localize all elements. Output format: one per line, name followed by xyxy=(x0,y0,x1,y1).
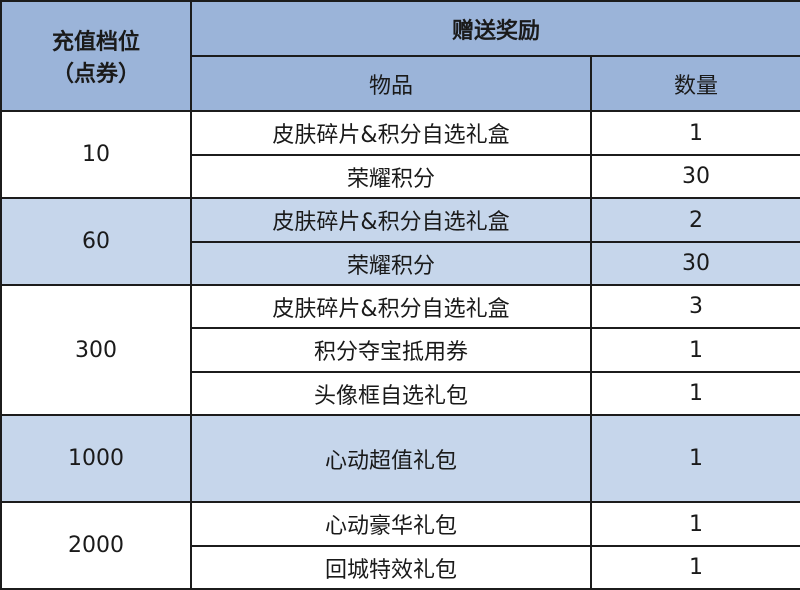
header-row: 充值档位 （点券） 赠送奖励 xyxy=(0,0,800,112)
table-row: 2000 心动豪华礼包 1 xyxy=(0,501,800,590)
tier-amount: 1000 xyxy=(0,414,192,503)
table-row: 10 皮肤碎片&积分自选礼盒 1 xyxy=(0,110,800,199)
item-name: 皮肤碎片&积分自选礼盒 xyxy=(190,110,592,156)
tier-amount: 300 xyxy=(0,284,192,416)
item-qty: 1 xyxy=(589,545,800,590)
subheader-row: 物品 数量 xyxy=(1,55,800,112)
item-qty: 1 xyxy=(589,110,800,156)
tier-header-unit: （点券） xyxy=(51,62,140,87)
table-row: 300 皮肤碎片&积分自选礼盒 3 xyxy=(0,284,800,416)
table-row: 60 皮肤碎片&积分自选礼盒 2 xyxy=(0,197,800,286)
item-name: 心动超值礼包 xyxy=(190,414,592,503)
qty-header: 数量 xyxy=(589,55,800,112)
item-qty: 1 xyxy=(589,414,800,503)
tier-amount: 2000 xyxy=(0,501,192,590)
item-qty: 1 xyxy=(589,371,800,416)
item-qty: 1 xyxy=(589,501,800,547)
tier-amount: 60 xyxy=(0,197,192,286)
item-name: 心动豪华礼包 xyxy=(190,501,592,547)
item-name: 积分夺宝抵用券 xyxy=(190,327,592,373)
item-name: 回城特效礼包 xyxy=(190,545,592,590)
item-header: 物品 xyxy=(190,55,592,112)
item-qty: 1 xyxy=(589,327,800,373)
item-name: 皮肤碎片&积分自选礼盒 xyxy=(190,197,592,243)
tier-header-label: 充值档位 xyxy=(51,30,140,55)
table-row: 1000 心动超值礼包 1 xyxy=(0,414,800,503)
tier-amount: 10 xyxy=(0,110,192,199)
tier-header: 充值档位 （点券） xyxy=(0,0,192,112)
item-qty: 2 xyxy=(589,197,800,243)
item-qty: 30 xyxy=(589,241,800,286)
item-name: 荣耀积分 xyxy=(190,154,592,199)
reward-header: 赠送奖励 xyxy=(189,0,800,57)
item-qty: 3 xyxy=(589,284,800,329)
item-qty: 30 xyxy=(589,154,800,199)
item-name: 荣耀积分 xyxy=(190,241,592,286)
item-name: 头像框自选礼包 xyxy=(190,371,592,416)
item-name: 皮肤碎片&积分自选礼盒 xyxy=(190,284,592,329)
